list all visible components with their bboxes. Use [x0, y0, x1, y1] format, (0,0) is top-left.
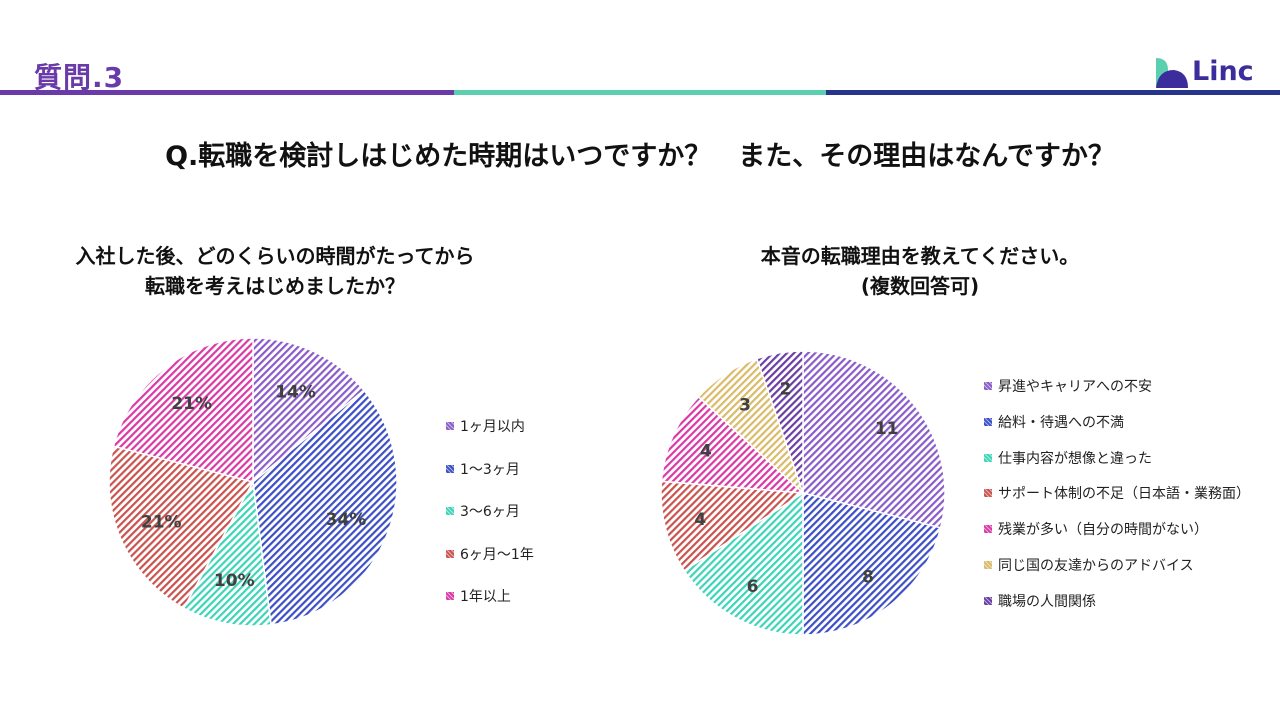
tenure-legend-swatch-1: [446, 422, 454, 430]
tenure-slice-label-1: 14%: [275, 383, 316, 403]
header-divider: [0, 90, 1280, 95]
reasons-legend-label-5: 残業が多い（自分の時間がない）: [998, 522, 1208, 539]
reasons-legend-item-7: 職場の人間関係: [984, 591, 1250, 611]
header-divider-purple: [0, 90, 454, 95]
tenure-legend-swatch-4: [446, 549, 454, 558]
tenure-legend-swatch-3: [446, 507, 454, 515]
reasons-slice-label-5: 4: [700, 441, 712, 461]
reasons-pie-chart: 11 8 6 4 4 3 2: [660, 350, 946, 636]
reasons-slice-1: [802, 350, 946, 529]
tenure-legend-item-4: 6ヶ月～1年: [446, 544, 534, 564]
tenure-legend-item-5: 1年以上: [446, 586, 534, 606]
question-text: Q.転職を検討しはじめた時期はいつですか？ また、その理由はなんですか？: [165, 141, 1115, 172]
reasons-legend-item-1: 昇進やキャリアへの不安: [984, 376, 1250, 396]
tenure-slice-3: [182, 479, 272, 627]
left-chart-title: 入社した後、どのくらいの時間がたってから 転職を考えはじめましたか？: [40, 241, 510, 301]
header-divider-navy: [826, 90, 1280, 95]
reasons-slice-3: [683, 491, 804, 636]
left-chart-legend: 1ヶ月以内 1～3ヶ月 3～6ヶ月 6ヶ月～1年 1年以上: [446, 416, 534, 629]
tenure-slice-label-2: 34%: [326, 510, 367, 530]
reasons-slice-label-7: 2: [780, 379, 792, 399]
reasons-slice-4: [660, 480, 806, 572]
reasons-legend-label-3: 仕事内容が想像と違った: [998, 450, 1152, 467]
right-chart-title: 本音の転職理由を教えてください。 (複数回答可): [700, 241, 1140, 301]
tenure-legend-label-1: 1ヶ月以内: [460, 419, 525, 435]
reasons-slice-label-2: 8: [862, 568, 874, 588]
left-chart-title-line2: 転職を考えはじめましたか？: [145, 274, 405, 298]
reasons-slice-7: [755, 350, 804, 494]
tenure-slice-label-3: 10%: [214, 571, 255, 591]
reasons-legend-swatch-2: [984, 417, 992, 426]
tenure-legend-label-4: 6ヶ月～1年: [460, 546, 534, 563]
tenure-slice-1: [252, 337, 366, 484]
tenure-legend-swatch-5: [446, 592, 454, 600]
reasons-legend-swatch-7: [984, 596, 992, 605]
tenure-pie-chart: 14% 34% 10% 21% 21%: [108, 337, 398, 627]
reasons-slice-5: [660, 395, 806, 494]
right-chart-legend: 昇進やキャリアへの不安 給料・待遇への不満仕事内容が想像と違ったサポート体制の不足…: [984, 376, 1250, 627]
tenure-legend-swatch-2: [446, 464, 454, 473]
right-chart-title-line2: (複数回答可): [860, 274, 980, 298]
reasons-legend-item-4: サポート体制の不足（日本語・業務面）: [984, 483, 1250, 503]
reasons-legend-label-2: 給料・待遇への不満: [998, 414, 1124, 431]
reasons-legend-item-6: 同じ国の友達からのアドバイス: [984, 555, 1250, 575]
left-chart-title-line1: 入社した後、どのくらいの時間がたってから: [75, 244, 475, 268]
tenure-slice-label-4: 21%: [141, 513, 182, 533]
tenure-slice-5: [112, 337, 254, 483]
slide-title: 質問.3: [34, 61, 125, 94]
linc-logo: Linc: [1154, 56, 1266, 90]
reasons-slice-label-3: 6: [747, 577, 759, 597]
right-chart-title-line1: 本音の転職理由を教えてください。: [760, 244, 1080, 268]
reasons-slice-label-1: 11: [875, 419, 899, 439]
reasons-slice-label-4: 4: [694, 510, 706, 530]
reasons-legend-swatch-1: [984, 382, 992, 390]
reasons-legend-swatch-6: [984, 560, 992, 569]
reasons-legend-label-7: 職場の人間関係: [998, 593, 1096, 610]
tenure-legend-label-3: 3～6ヶ月: [460, 504, 520, 520]
reasons-legend-item-2: 給料・待遇への不満: [984, 412, 1250, 432]
reasons-legend-label-4: サポート体制の不足（日本語・業務面）: [998, 486, 1250, 503]
tenure-legend-item-3: 3～6ヶ月: [446, 501, 534, 521]
reasons-legend-item-3: 仕事内容が想像と違った: [984, 448, 1250, 468]
reasons-legend-item-5: 残業が多い（自分の時間がない）: [984, 519, 1250, 539]
tenure-legend-label-2: 1～3ヶ月: [460, 461, 520, 478]
reasons-legend-swatch-3: [984, 453, 992, 462]
linc-logo-icon: [1156, 58, 1188, 88]
reasons-slice-label-6: 3: [739, 395, 751, 415]
logo-text: Linc: [1192, 56, 1254, 87]
tenure-legend-item-1: 1ヶ月以内: [446, 416, 534, 436]
reasons-legend-swatch-4: [984, 489, 992, 498]
tenure-legend-item-2: 1～3ヶ月: [446, 459, 534, 479]
tenure-slice-4: [108, 445, 255, 610]
tenure-slice-label-5: 21%: [171, 394, 212, 414]
reasons-legend-label-1: 昇進やキャリアへの不安: [998, 379, 1152, 395]
reasons-legend-label-6: 同じ国の友達からのアドバイス: [998, 557, 1194, 574]
header-divider-teal: [454, 90, 826, 95]
reasons-slice-2: [802, 492, 942, 636]
tenure-legend-label-5: 1年以上: [460, 589, 511, 605]
tenure-slice-2: [252, 389, 398, 626]
reasons-legend-swatch-5: [984, 525, 992, 534]
